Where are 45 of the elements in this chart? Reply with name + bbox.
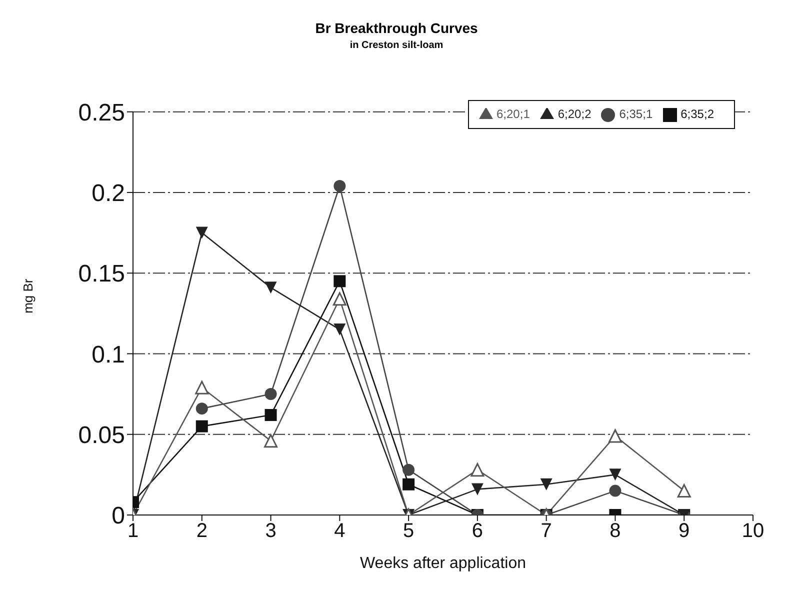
y-tick-label: 0.1 <box>92 341 125 368</box>
legend-label: 6;35;1 <box>619 107 653 121</box>
x-tick-label: 5 <box>402 520 414 542</box>
legend-label: 6;35;2 <box>680 107 714 121</box>
point <box>196 402 208 415</box>
x-tick-label: 9 <box>678 520 690 542</box>
point <box>608 429 622 443</box>
x-tick-label: 1 <box>127 520 139 542</box>
x-tick-label: 2 <box>196 520 208 542</box>
y-tick-label: 0.2 <box>92 180 125 207</box>
point <box>402 464 415 476</box>
y-tick-label: 0.15 <box>78 260 125 288</box>
x-tick-label: 8 <box>610 520 621 542</box>
x-tick-label: 10 <box>742 520 764 542</box>
point <box>334 324 346 336</box>
point <box>540 478 552 490</box>
point <box>195 380 209 394</box>
x-tick-label: 4 <box>334 520 346 542</box>
point <box>677 484 691 498</box>
point <box>196 226 208 239</box>
point <box>264 388 277 400</box>
point <box>264 434 278 448</box>
x-tick-label: 6 <box>472 520 484 542</box>
legend-label: 6;20;2 <box>558 107 592 121</box>
point <box>264 409 277 422</box>
point <box>196 420 208 432</box>
point <box>264 282 277 294</box>
x-tick-label: 7 <box>540 520 552 542</box>
legend-label: 6;20;1 <box>496 107 530 121</box>
point <box>334 275 346 288</box>
point <box>609 484 622 497</box>
point <box>402 478 415 490</box>
point <box>334 180 346 192</box>
x-tick-label: 3 <box>265 520 276 542</box>
point <box>609 468 622 481</box>
chart-subtitle: in Creston silt-loam <box>348 40 444 51</box>
y-tick-label: 0.25 <box>78 99 125 126</box>
point <box>332 292 346 306</box>
x-axis-title: Weeks after application <box>360 555 526 572</box>
point <box>470 463 484 477</box>
y-axis-title: mg Br <box>20 278 36 314</box>
y-tick-label: 0 <box>112 502 125 530</box>
y-tick-label: 0.05 <box>78 422 125 449</box>
point <box>471 483 484 496</box>
chart-title: Br Breakthrough Curves <box>314 20 479 36</box>
